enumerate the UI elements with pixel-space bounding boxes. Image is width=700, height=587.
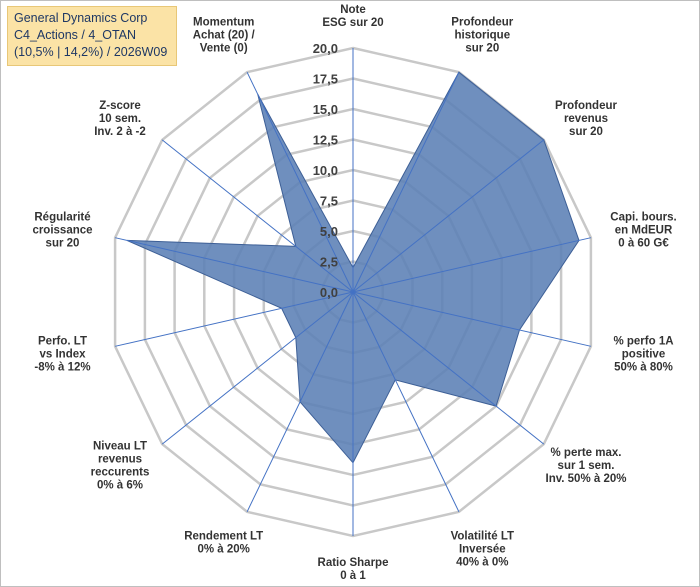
axis-spoke [161, 291, 354, 445]
category-label: Profondeur revenus sur 20 [555, 100, 617, 138]
category-label-line: Profondeur [555, 100, 617, 112]
axis-spoke [161, 139, 354, 293]
category-label-line: Profondeur [451, 16, 513, 28]
tick-label: 5,0 [320, 224, 338, 239]
category-label-line: Vente (0) [200, 42, 248, 54]
category-label-line: Inv. 2 à -2 [94, 126, 146, 138]
axis-spoke [246, 71, 354, 293]
title-performance: (10,5% | 14,2%) / 2026W09 [14, 45, 168, 59]
category-label-line: Ratio Sharpe [318, 557, 389, 569]
category-label-line: reccurents [91, 466, 150, 478]
category-label-line: sur 20 [569, 126, 603, 138]
axis-spoke [114, 237, 354, 293]
category-label-line: sur 20 [46, 238, 80, 250]
category-label-line: 0% à 20% [197, 544, 249, 556]
tick-label: 17,5 [313, 72, 338, 87]
category-label-line: Z-score [99, 100, 141, 112]
category-label: Niveau LT revenus reccurents 0% à 6% [91, 440, 150, 491]
category-label: Profondeur historique sur 20 [451, 16, 513, 54]
category-label-line: historique [455, 29, 511, 41]
category-label-line: 40% à 0% [456, 557, 508, 569]
category-label: % perte max. sur 1 sem. Inv. 50% à 20% [546, 447, 627, 485]
category-label-line: croissance [32, 225, 92, 237]
axis-spoke [352, 237, 592, 293]
category-label: Capi. bours. en MdEUR 0 à 60 G€ [610, 212, 676, 250]
category-label-line: en MdEUR [615, 225, 673, 237]
category-label-line: % perfo 1A [613, 335, 673, 347]
category-label: % perfo 1A positive 50% à 80% [613, 335, 673, 373]
axis-spoke [352, 291, 545, 445]
category-label: Z-score 10 sem. Inv. 2 à -2 [94, 100, 146, 138]
category-label-line: Note [340, 4, 366, 16]
tick-label: 10,0 [313, 163, 338, 178]
category-label: Rendement LT 0% à 20% [184, 531, 263, 556]
category-label-line: revenus [98, 453, 142, 465]
axis-spoke [352, 139, 545, 293]
category-label-line: Niveau LT [93, 440, 147, 452]
category-label-line: 50% à 80% [614, 361, 673, 373]
category-label-line: Capi. bours. [610, 212, 676, 224]
category-label-line: Achat (20) / [193, 29, 256, 41]
category-label-line: 0 à 60 G€ [618, 238, 669, 250]
category-label-line: Inv. 50% à 20% [546, 473, 627, 485]
category-label-line: sur 20 [465, 42, 499, 54]
category-label: Ratio Sharpe 0 à 1 [318, 557, 389, 582]
tick-label: 0,0 [320, 285, 338, 300]
axis-spoke [352, 291, 460, 513]
title-category: C4_Actions / 4_OTAN [14, 28, 137, 42]
category-label-line: -8% à 12% [34, 361, 90, 373]
tick-label: 20,0 [313, 41, 338, 56]
category-label: Note ESG sur 20 [322, 4, 383, 29]
category-label-line: positive [622, 348, 665, 360]
category-label-line: Rendement LT [184, 531, 263, 543]
tick-label: 7,5 [320, 194, 338, 209]
tick-label: 15,0 [313, 102, 338, 117]
category-label: Volatilité LT Inversée 40% à 0% [451, 531, 514, 569]
category-label-line: sur 1 sem. [558, 460, 615, 472]
axis-spoke [352, 291, 592, 347]
category-label-line: 0% à 6% [97, 479, 143, 491]
category-label-line: Régularité [34, 212, 90, 224]
axis-spoke [352, 71, 460, 293]
title-company: General Dynamics Corp [14, 11, 148, 25]
category-label-line: 0 à 1 [340, 570, 366, 582]
category-label-line: Momentum [193, 16, 254, 28]
tick-label: 2,5 [320, 255, 338, 270]
category-label-line: ESG sur 20 [322, 17, 383, 29]
category-label-line: % perte max. [551, 447, 622, 459]
tick-label: 12,5 [313, 133, 338, 148]
category-label-line: 10 sem. [99, 113, 141, 125]
axis-spoke [114, 291, 354, 347]
category-label-line: Volatilité LT [451, 531, 514, 543]
category-label-line: Inversée [459, 544, 506, 556]
chart-title-box: General Dynamics Corp C4_Actions / 4_OTA… [7, 6, 177, 66]
category-label: Momentum Achat (20) / Vente (0) [193, 16, 256, 54]
category-label-line: vs Index [39, 348, 86, 360]
category-label: Perfo. LT vs Index -8% à 12% [34, 335, 90, 373]
axis-spoke [246, 291, 354, 513]
category-label-line: revenus [564, 113, 608, 125]
category-label: Régularité croissance sur 20 [32, 212, 92, 250]
category-label-line: Perfo. LT [38, 335, 87, 347]
